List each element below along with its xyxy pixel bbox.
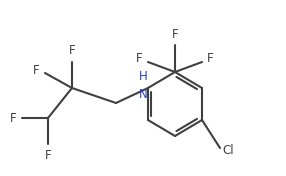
Text: N: N [139, 88, 147, 101]
Text: F: F [33, 64, 40, 77]
Text: F: F [45, 149, 51, 162]
Text: F: F [69, 44, 75, 57]
Text: F: F [172, 28, 178, 41]
Text: H: H [139, 70, 147, 83]
Text: F: F [207, 52, 214, 65]
Text: F: F [136, 52, 143, 65]
Text: Cl: Cl [222, 143, 234, 156]
Text: F: F [10, 112, 17, 124]
